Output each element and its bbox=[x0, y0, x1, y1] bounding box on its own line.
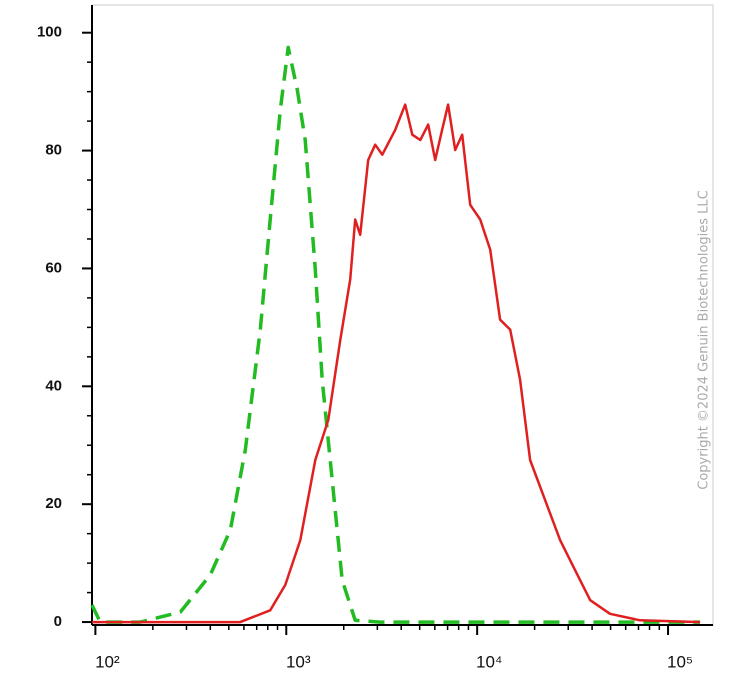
y-tick-label: 40 bbox=[45, 377, 62, 394]
plot-frame bbox=[91, 4, 714, 626]
x-tick-label: 10³ bbox=[286, 652, 311, 671]
y-tick-label: 0 bbox=[54, 613, 62, 630]
x-tick-label: 10² bbox=[95, 652, 120, 671]
y-tick-label: 20 bbox=[45, 495, 62, 512]
histogram-line bbox=[92, 103, 701, 624]
watermark: Copyright ©2024 Genuin Biotechnologies L… bbox=[697, 190, 712, 489]
x-tick-label: 10⁴ bbox=[476, 652, 502, 671]
y-tick-label: 60 bbox=[45, 259, 62, 276]
x-tick-label: 10⁵ bbox=[667, 652, 693, 671]
histogram-line bbox=[90, 45, 700, 624]
y-tick-label: 80 bbox=[45, 142, 62, 159]
y-tick-label: 100 bbox=[37, 24, 62, 41]
